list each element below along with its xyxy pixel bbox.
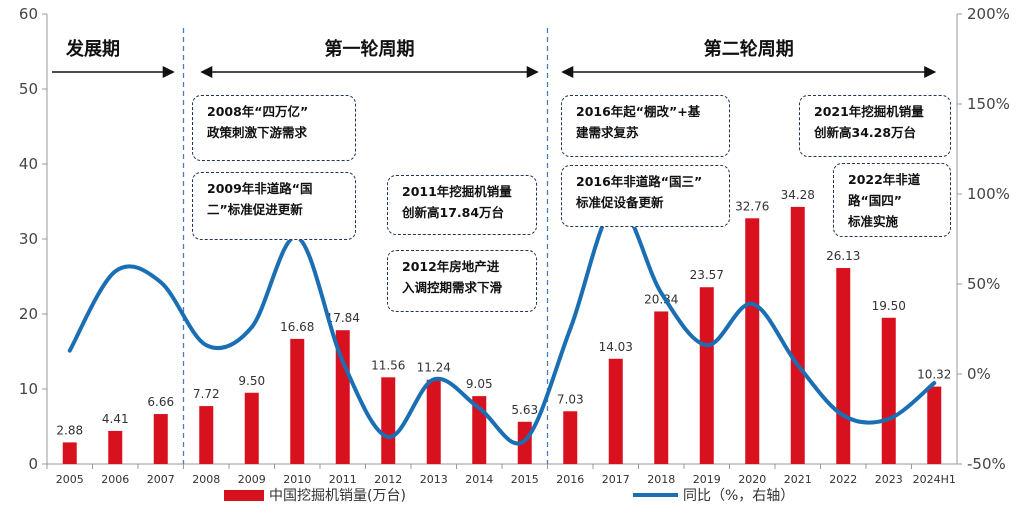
y-left-tick-label: 20 — [19, 305, 38, 323]
y-right-tick-label: -50% — [967, 455, 1006, 473]
y-right-tick-label: 200% — [967, 5, 1010, 23]
yoy-growth-line — [67, 202, 937, 446]
x-tick-label: 2008 — [192, 473, 220, 486]
annotation-box: 2021年挖掘机销量 创新高34.28万台 — [799, 95, 951, 157]
x-tick-label: 2010 — [283, 473, 311, 486]
y-right-tick-label: 0% — [967, 365, 991, 383]
y-left-tick-label: 60 — [19, 5, 38, 23]
y-right-tick-label: 150% — [967, 95, 1010, 113]
bar — [654, 311, 669, 464]
bar-data-label: 6.66 — [147, 395, 174, 409]
legend-bar-swatch — [224, 490, 264, 501]
y-left-tick-label: 40 — [19, 155, 38, 173]
bar-data-label: 26.13 — [826, 249, 860, 263]
bar-data-label: 10.32 — [917, 368, 951, 382]
x-tick-label: 2015 — [511, 473, 539, 486]
x-tick-label: 2009 — [238, 473, 266, 486]
x-tick-label: 2019 — [693, 473, 721, 486]
x-tick-label: 2013 — [420, 473, 448, 486]
legend-bar-label: 中国挖掘机销量(万台) — [269, 488, 406, 504]
phase-label: 第一轮周期 — [325, 38, 415, 60]
bar-data-label: 17.84 — [326, 311, 360, 325]
x-tick-label: 2014 — [465, 473, 493, 486]
y-left-tick-label: 0 — [28, 455, 38, 473]
bar-data-label: 4.41 — [102, 412, 129, 426]
x-tick-label: 2016 — [556, 473, 584, 486]
bar-data-label: 11.24 — [417, 361, 451, 375]
y-right-tick-label: 100% — [967, 185, 1010, 203]
bar — [608, 358, 623, 464]
bar-data-label: 2.88 — [56, 423, 83, 437]
phase-label: 发展期 — [65, 38, 120, 60]
bar — [563, 411, 578, 464]
bar — [745, 218, 760, 464]
phase-label: 第二轮周期 — [704, 38, 794, 60]
x-tick-label: 2022 — [829, 473, 857, 486]
bar — [62, 442, 77, 464]
annotation-box: 2022年非道 路“国四” 标准实施 — [833, 163, 951, 237]
x-tick-label: 2005 — [56, 473, 84, 486]
bar — [335, 330, 350, 464]
bar-data-label: 7.72 — [193, 387, 220, 401]
bar — [881, 317, 896, 464]
legend-line-label: 同比（%，右轴） — [683, 488, 794, 504]
x-tick-label: 2006 — [101, 473, 129, 486]
y-left-tick-label: 10 — [19, 380, 38, 398]
x-tick-label: 2011 — [329, 473, 357, 486]
bar — [290, 338, 305, 464]
bar-data-label: 32.76 — [735, 199, 769, 213]
bar-data-label: 5.63 — [511, 403, 538, 417]
y-right-tick-label: 50% — [967, 275, 1000, 293]
annotation-box: 2012年房地产进 入调控期需求下滑 — [387, 250, 537, 312]
bar — [699, 287, 714, 464]
bar-data-label: 16.68 — [280, 320, 314, 334]
bar-data-label: 14.03 — [599, 340, 633, 354]
bar-data-label: 11.56 — [371, 358, 405, 372]
x-tick-label: 2023 — [875, 473, 903, 486]
bar-data-label: 23.57 — [690, 268, 724, 282]
bar — [426, 379, 441, 464]
bar — [381, 377, 396, 464]
annotation-box: 2008年“四万亿” 政策刺激下游需求 — [192, 95, 356, 161]
y-left-tick-label: 50 — [19, 80, 38, 98]
bar-data-label: 7.03 — [557, 392, 584, 406]
bar — [927, 386, 942, 464]
x-tick-label: 2020 — [738, 473, 766, 486]
bar — [199, 406, 214, 464]
bar-data-label: 19.50 — [872, 299, 906, 313]
bar-data-label: 9.05 — [466, 377, 493, 391]
x-tick-label: 2024H1 — [913, 473, 956, 486]
x-tick-label: 2021 — [784, 473, 812, 486]
bar — [153, 414, 168, 464]
annotation-box: 2011年挖掘机销量 创新高17.84万台 — [387, 175, 537, 235]
annotation-box: 2016年非道路“国三” 标准促设备更新 — [561, 165, 730, 227]
x-tick-label: 2018 — [647, 473, 675, 486]
x-tick-label: 2017 — [602, 473, 630, 486]
y-left-tick-label: 30 — [19, 230, 38, 248]
bar-data-label: 9.50 — [238, 374, 265, 388]
bar-data-label: 34.28 — [781, 188, 815, 202]
annotation-box: 2016年起“棚改”+基 建需求复苏 — [561, 95, 730, 157]
bar — [790, 206, 805, 464]
x-tick-label: 2012 — [374, 473, 402, 486]
bar — [244, 392, 259, 464]
bar — [108, 430, 123, 464]
x-tick-label: 2007 — [147, 473, 175, 486]
bar — [836, 268, 851, 464]
annotation-box: 2009年非道路“国 二”标准促进更新 — [192, 172, 356, 240]
